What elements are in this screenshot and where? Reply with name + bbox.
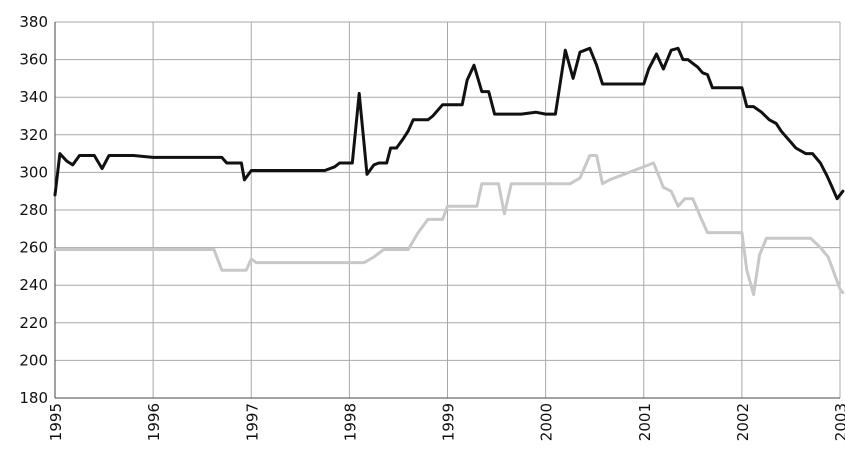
x-tick-label: 1996 [145, 403, 163, 441]
y-tick-label: 180 [19, 389, 48, 407]
series-layer [53, 46, 845, 297]
y-tick-label: 220 [19, 314, 48, 332]
series-line-gray [53, 154, 845, 297]
x-tick-label: 2000 [538, 403, 556, 441]
x-tick-label: 1998 [341, 403, 359, 441]
y-tick-label: 280 [19, 201, 48, 219]
y-tick-label: 380 [19, 13, 48, 31]
y-tick-label: 320 [19, 126, 48, 144]
x-tick-label: 1997 [243, 403, 261, 441]
x-axis-tick-labels: 1995 1996 1997 1998 1999 2000 2001 2002 2003 [47, 403, 845, 441]
x-tick-label: 1995 [47, 403, 65, 441]
x-tick-label: 1999 [440, 403, 458, 441]
y-axis-tick-labels: 180 200 220 240 260 280 300 320 340 360 380 [19, 13, 48, 407]
y-tick-label: 260 [19, 239, 48, 257]
x-tick-label: 2003 [832, 403, 845, 441]
x-tick-label: 2001 [636, 403, 654, 441]
y-tick-label: 240 [19, 276, 48, 294]
y-tick-label: 200 [19, 351, 48, 369]
y-tick-label: 300 [19, 163, 48, 181]
x-tick-label: 2002 [734, 403, 752, 441]
series-line-black [53, 46, 845, 201]
y-tick-label: 360 [19, 51, 48, 69]
y-tick-label: 340 [19, 88, 48, 106]
